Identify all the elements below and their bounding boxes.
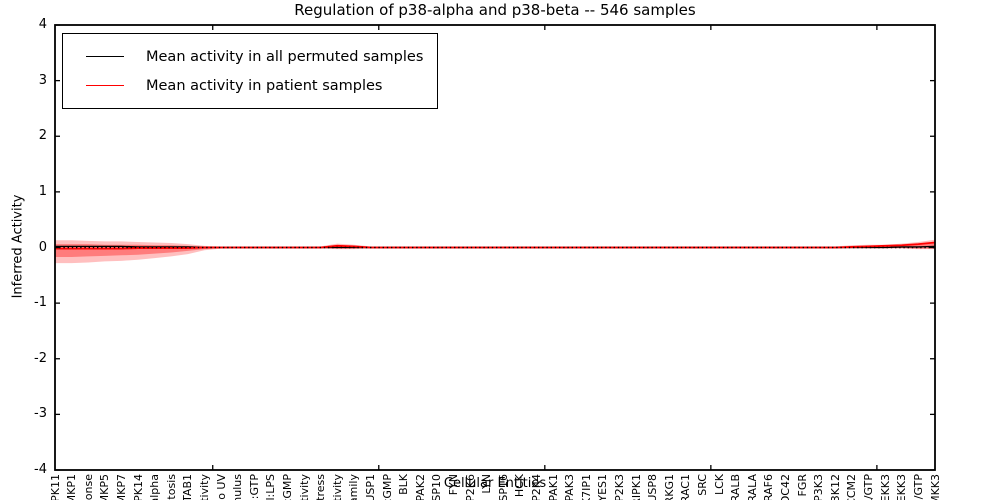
x-category-label: mol:cGMP <box>281 474 294 500</box>
legend-label-permuted: Mean activity in all permuted samples <box>146 48 424 65</box>
x-category-label: RIPK1 <box>629 474 643 500</box>
x-category-label: MAP2K6 <box>463 474 477 500</box>
x-category-label: RAC1-CDC42/GTP/PAK family <box>347 474 360 500</box>
y-tick-label: -4 <box>34 462 47 477</box>
x-category-label: RALB <box>729 474 743 500</box>
x-category-label: mol:GTP <box>247 474 261 500</box>
x-category-label: YES1 <box>596 474 610 500</box>
x-category-label: MAP3K12 <box>828 474 842 500</box>
x-category-label: positive regulation of innate immune res… <box>82 474 95 500</box>
x-axis-label: Cellular Entities <box>443 476 547 491</box>
x-category-label: DUSP8 <box>646 474 660 500</box>
x-category-label: PGK/cGMP <box>381 474 394 500</box>
x-category-label: PAK1 <box>546 474 560 500</box>
y-tick-label: -3 <box>34 406 47 422</box>
x-category-label: LYN <box>480 474 494 494</box>
legend-item-patient: Mean activity in patient samples <box>86 71 423 100</box>
legend-line-permuted-icon <box>86 56 124 57</box>
x-category-label: FYN <box>446 474 460 496</box>
legend-item-permuted: Mean activity in all permuted samples <box>86 42 423 71</box>
legend-label-patient: Mean activity in patient samples <box>146 77 383 94</box>
x-category-label: SRC <box>696 474 710 496</box>
legend: Mean activity in all permuted samples Me… <box>62 33 439 109</box>
x-category-label: MAPK14 <box>131 474 145 500</box>
x-category-label: PAK3 <box>563 474 577 500</box>
y-tick-label: -1 <box>34 295 47 311</box>
x-category-label: response to insulin stimulus <box>231 474 244 500</box>
x-category-label: DUSP10 <box>430 474 444 500</box>
x-category-label: DUSP16 <box>496 474 510 500</box>
y-tick-label: 3 <box>38 72 47 88</box>
series-line-patient <box>55 241 936 250</box>
y-tick-label: -2 <box>34 350 47 366</box>
x-category-label: mol:LPS <box>264 474 278 500</box>
x-category-label: p38alpha-beta/MKP1 <box>65 474 78 500</box>
x-category-label: response to UV <box>215 474 228 500</box>
x-category-label: MAP2K3 <box>613 474 627 500</box>
x-category-label: apoptosis <box>165 474 178 500</box>
x-category-label: p38 alpha/TAB1 <box>181 474 194 500</box>
x-category-label: response to stress <box>314 474 327 500</box>
x-category-label: BLK <box>397 474 411 495</box>
y-tick-label: 0 <box>38 239 47 255</box>
y-tick-label: 1 <box>38 183 47 199</box>
y-tick-label: 4 <box>38 17 47 32</box>
x-category-label: RAL/GTP <box>862 474 876 500</box>
patient-band-outer <box>55 239 935 264</box>
x-category-label: CDC42 <box>779 474 793 500</box>
x-category-label: RAC1 <box>679 474 693 500</box>
x-category-label: p38alpha-beta/MKP7 <box>115 474 128 500</box>
x-category-label: MAP3K7IP1 <box>580 474 593 500</box>
x-category-label: p38alpha-beta/MKP5 <box>98 474 111 500</box>
x-category-label: MAP2K4 <box>530 474 543 500</box>
x-category-label: TRAF6/MEKK3 <box>879 474 892 500</box>
x-category-label: tumor necrosis factor receptor activity <box>331 474 344 500</box>
x-category-label: PGK/cGMP/p38 alpha <box>148 474 161 500</box>
x-category-label: epidermal growth factor receptor activit… <box>198 474 211 500</box>
x-category-label: CCM2 <box>845 474 859 500</box>
x-category-label: PRKG1 <box>662 474 676 500</box>
x-category-label: HCK <box>513 474 527 498</box>
x-category-label: MAP3K3 <box>812 474 826 500</box>
x-category-label: TRAF6 <box>762 474 776 500</box>
chart-title: Regulation of p38-alpha and p38-beta -- … <box>294 1 696 19</box>
x-category-label: PAK2 <box>413 474 427 500</box>
x-category-label: FGR <box>795 474 809 497</box>
x-category-label: interleukin-1 receptor activity <box>298 474 311 500</box>
x-category-label: RIP1/MEKK3 <box>895 474 908 500</box>
x-category-label: LCK <box>712 474 726 496</box>
legend-line-patient-icon <box>86 85 124 86</box>
x-category-label: MAPK11 <box>48 474 62 500</box>
x-category-label: RALA <box>745 474 759 500</box>
x-category-label: RAC1-CDC42/GTP <box>912 474 925 500</box>
x-category-label: DUSP1 <box>363 474 377 500</box>
y-tick-label: 2 <box>38 128 47 144</box>
x-category-label: RAC1/OSM/MEKK3/MKK3 <box>929 474 942 500</box>
